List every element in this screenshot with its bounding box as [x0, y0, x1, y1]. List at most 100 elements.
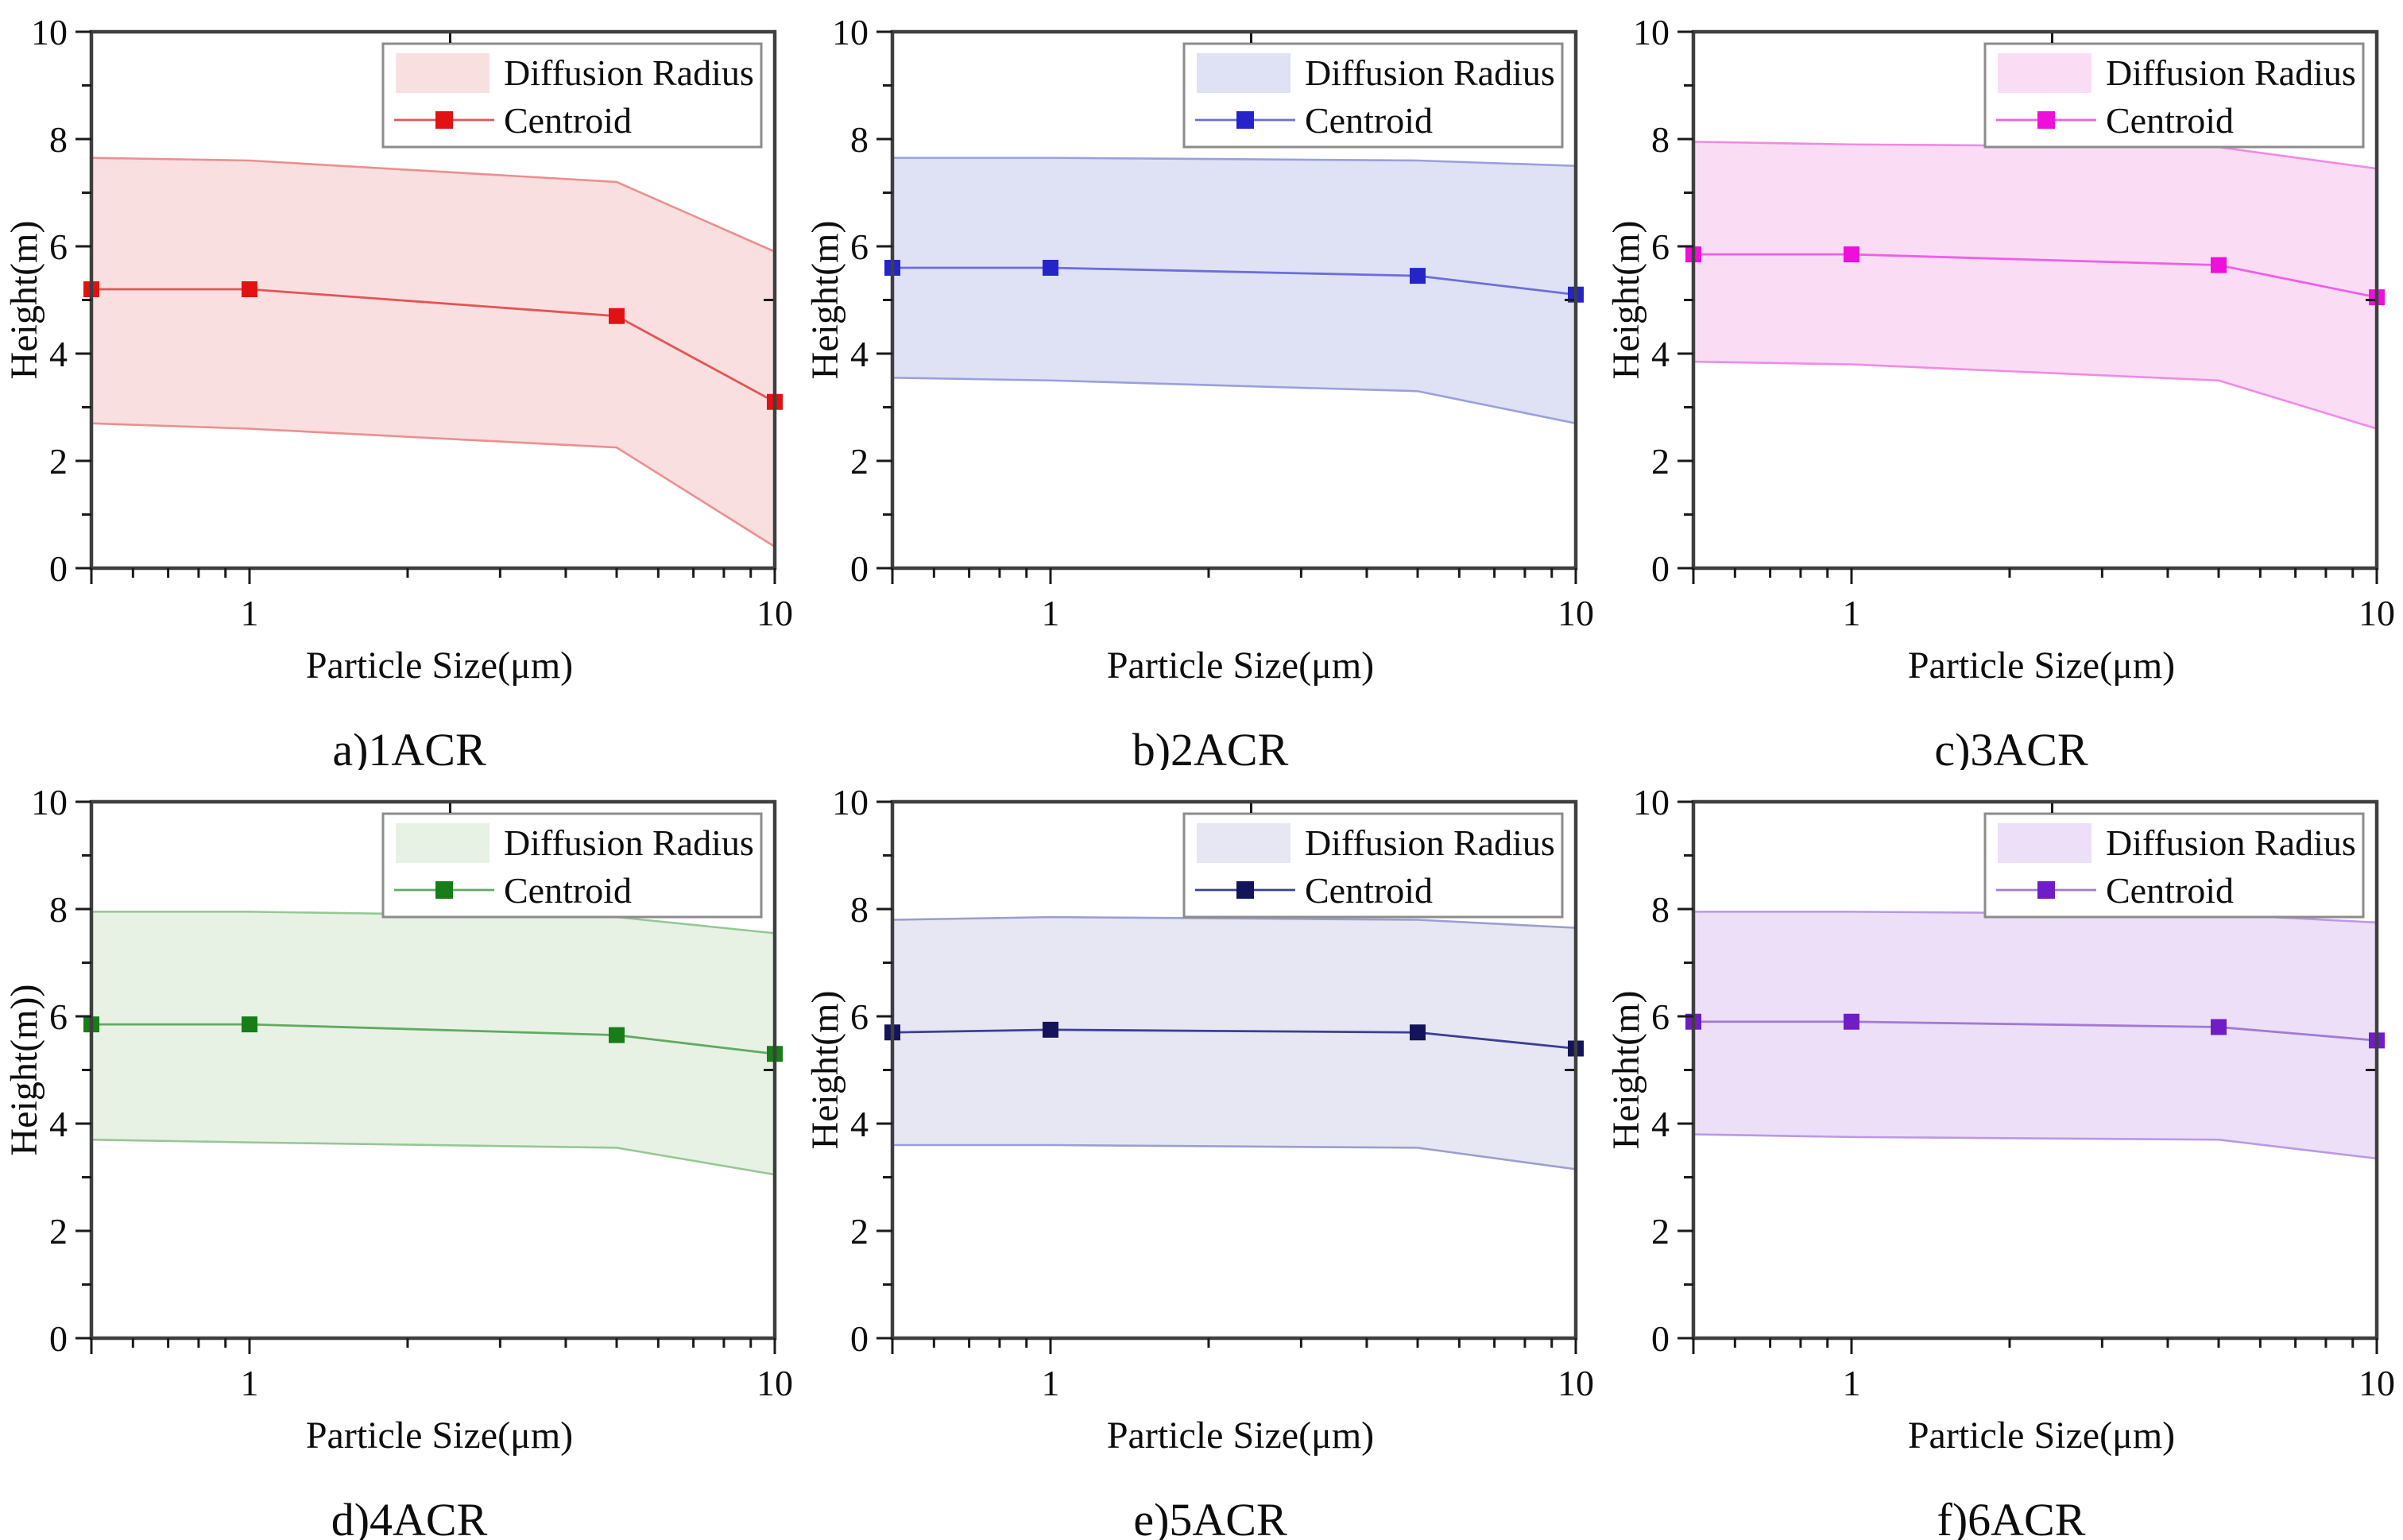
legend-band-label: Diffusion Radius: [504, 822, 754, 863]
legend-band-label: Diffusion Radius: [1305, 52, 1555, 93]
x-axis-title: Particle Size(μm): [306, 644, 573, 687]
legend-centroid-label: Centroid: [504, 100, 632, 141]
axis-ticks: [876, 30, 1577, 584]
x-axis-title: Particle Size(μm): [1107, 1414, 1374, 1457]
centroid-marker: [1410, 268, 1426, 284]
legend-band-swatch: [396, 823, 489, 863]
legend-centroid-marker: [1236, 881, 1254, 899]
band-upper-line: [91, 157, 776, 253]
axis-ticks: [75, 30, 776, 584]
legend: Diffusion Radius Centroid: [1983, 42, 2365, 149]
y-tick-label: 4: [49, 334, 68, 374]
y-tick-label: 10: [1633, 12, 1670, 52]
axis-ticks: [1677, 30, 2378, 584]
x-axis-title: Particle Size(μm): [1107, 644, 1374, 687]
centroid-marker: [1843, 1013, 1859, 1030]
diffusion-radius-band: [892, 917, 1576, 1170]
band-lower-line: [91, 422, 776, 548]
x-axis-tick-labels: 1 10: [1842, 593, 2395, 633]
y-tick-label: 6: [850, 226, 869, 267]
y-tick-label: 4: [1651, 1104, 1670, 1144]
centroid-marker: [2211, 1019, 2227, 1035]
x-tick-label: 1: [1842, 1363, 1860, 1403]
legend-centroid-label: Centroid: [1305, 870, 1433, 911]
y-axis-tick-labels: 0 2 4 6 8 10: [31, 782, 68, 1359]
y-tick-label: 2: [1651, 441, 1670, 482]
band-lower-line: [892, 1143, 1577, 1170]
x-tick-label: 10: [2358, 593, 2395, 633]
chart-c-figure: Diffusion Radius Centroid 0 2 4 6 8 10 1 10 Partic…: [1605, 12, 2395, 770]
band-upper-line: [892, 915, 1577, 929]
y-tick-label: 2: [49, 1211, 68, 1252]
legend: Diffusion Radius Centroid: [1983, 812, 2365, 919]
y-axis-title: Height(m)): [3, 985, 45, 1156]
subplot-caption: b)2ACR: [1132, 724, 1289, 770]
subplot-caption: c)3ACR: [1934, 724, 2088, 770]
y-tick-label: 10: [832, 12, 869, 52]
centroid-marker: [609, 308, 625, 324]
x-tick-label: 10: [756, 593, 793, 633]
x-tick-label: 1: [1041, 1363, 1059, 1403]
centroid-marker: [1042, 1021, 1058, 1038]
y-tick-label: 6: [850, 996, 869, 1037]
x-tick-label: 10: [1558, 593, 1594, 633]
diffusion-radius-band: [91, 157, 775, 547]
y-axis-tick-labels: 0 2 4 6 8 10: [832, 782, 869, 1359]
y-tick-label: 4: [850, 334, 869, 374]
chart-f-figure: Diffusion Radius Centroid 0 2 4 6 8 10 1 10 Partic…: [1605, 782, 2395, 1540]
x-tick-label: 10: [1558, 1363, 1594, 1403]
axis-ticks: [1677, 800, 2378, 1354]
y-axis-title: Height(m): [1605, 221, 1647, 380]
x-axis-tick-labels: 1 10: [240, 593, 793, 633]
diffusion-radius-band: [1693, 141, 2377, 429]
legend-band-label: Diffusion Radius: [2106, 822, 2356, 863]
chart-b-figure: Diffusion Radius Centroid 0 2 4 6 8 10 1 10 Partic…: [804, 12, 1594, 770]
centroid-line: [1693, 253, 2378, 299]
legend-centroid-marker: [435, 111, 453, 129]
legend-centroid-label: Centroid: [2106, 100, 2234, 141]
centroid-line: [91, 1023, 776, 1055]
centroid-marker: [2211, 257, 2227, 273]
legend-band-label: Diffusion Radius: [504, 52, 754, 93]
x-axis-tick-labels: 1 10: [240, 1363, 793, 1403]
legend-band-swatch: [1998, 53, 2092, 93]
chart-cell-b: Diffusion Radius Centroid 0 2 4 6 8 10 1 10 Partic…: [801, 0, 1602, 770]
band-lower-line: [1693, 1133, 2378, 1160]
legend-band-label: Diffusion Radius: [1305, 822, 1555, 863]
subplot-caption: a)1ACR: [332, 724, 486, 770]
y-tick-label: 10: [1633, 782, 1670, 822]
centroid-marker: [1843, 246, 1859, 263]
legend-centroid-label: Centroid: [504, 870, 632, 911]
chart-d-figure: Diffusion Radius Centroid 0 2 4 6 8 10 1 10 Partic…: [3, 782, 793, 1540]
legend-centroid-marker: [1236, 111, 1254, 129]
legend: Diffusion Radius Centroid: [1182, 812, 1564, 919]
chart-cell-d: Diffusion Radius Centroid 0 2 4 6 8 10 1 10 Partic…: [0, 770, 801, 1540]
y-tick-label: 6: [1651, 226, 1670, 267]
y-tick-label: 8: [850, 119, 869, 160]
y-tick-label: 2: [850, 1211, 869, 1252]
chart-cell-c: Diffusion Radius Centroid 0 2 4 6 8 10 1 10 Partic…: [1602, 0, 2403, 770]
legend-band-swatch: [1197, 823, 1290, 863]
y-axis-tick-labels: 0 2 4 6 8 10: [1633, 782, 1670, 1359]
diffusion-radius-band: [1693, 911, 2377, 1159]
x-axis-tick-labels: 1 10: [1041, 1363, 1594, 1403]
band-upper-line: [892, 157, 1577, 168]
y-tick-label: 0: [49, 548, 68, 589]
y-tick-label: 0: [850, 548, 869, 589]
x-tick-label: 10: [2358, 1363, 2395, 1403]
x-axis-tick-labels: 1 10: [1041, 593, 1594, 633]
centroid-line: [91, 288, 776, 403]
y-axis-title: Height(m): [804, 221, 846, 380]
legend-centroid-marker: [435, 881, 453, 899]
y-tick-label: 2: [1651, 1211, 1670, 1252]
chart-cell-f: Diffusion Radius Centroid 0 2 4 6 8 10 1 10 Partic…: [1602, 770, 2403, 1540]
y-tick-label: 4: [850, 1104, 869, 1144]
y-tick-label: 2: [850, 441, 869, 482]
centroid-line: [892, 266, 1577, 296]
x-axis-title: Particle Size(μm): [1908, 1414, 2175, 1457]
y-tick-label: 8: [49, 119, 68, 160]
y-tick-label: 8: [1651, 119, 1670, 160]
y-tick-label: 6: [1651, 996, 1670, 1037]
x-axis-tick-labels: 1 10: [1842, 1363, 2395, 1403]
